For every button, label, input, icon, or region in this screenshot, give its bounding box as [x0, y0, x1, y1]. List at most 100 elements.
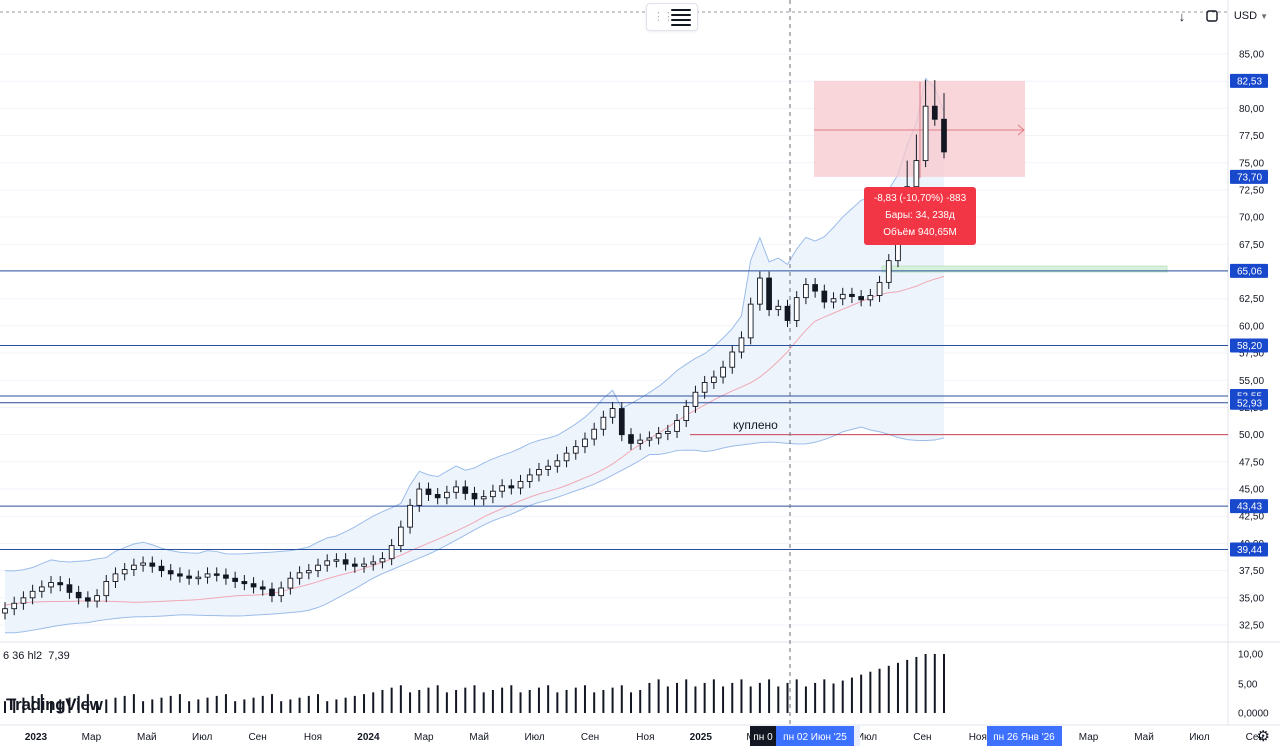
volume-bar — [59, 699, 62, 713]
candle-body — [29, 590, 36, 599]
zone-arrow — [1017, 124, 1025, 136]
time-tick-label: Июл — [1189, 732, 1209, 743]
volume-bar — [197, 699, 200, 713]
volume-bar — [648, 682, 651, 713]
volume-bar — [372, 692, 375, 713]
measure-tooltip: -8,83 (-10,70%) -883 Бары: 34, 238д Объё… — [864, 187, 976, 245]
price-tick-label: 42,50 — [1239, 512, 1264, 523]
candle-body — [48, 582, 54, 588]
time-tick-label: Сен — [1246, 732, 1264, 743]
volume-bar — [353, 695, 356, 713]
volume-bar — [344, 697, 347, 713]
price-tick-label: 77,50 — [1239, 131, 1264, 142]
volume-bar — [188, 701, 191, 713]
chevron-down-icon: ▼ — [1260, 11, 1268, 21]
band-upper-line — [4, 77, 945, 572]
candle-body — [416, 488, 423, 506]
volume-bar — [804, 686, 807, 713]
candle-body — [701, 382, 708, 393]
volume-bar — [832, 683, 835, 713]
candle-body — [85, 597, 91, 602]
time-tick-label: Сен — [581, 732, 599, 743]
time-tick-label: Ноя — [969, 732, 987, 743]
indicator-legend[interactable]: 6 36 hl2 7,39 — [3, 650, 70, 662]
volume-bar — [317, 694, 319, 713]
volume-bar — [4, 701, 6, 713]
price-tag — [1230, 263, 1268, 278]
candle-body — [637, 439, 644, 444]
currency-selector[interactable]: USD ▼ — [1230, 8, 1272, 24]
arrow-down-icon[interactable]: ↓ — [1178, 8, 1186, 24]
volume-bar — [473, 685, 476, 713]
drag-handle-icon[interactable]: ⋮⋮ — [653, 11, 674, 23]
volume-bar — [556, 692, 559, 713]
price-tick-label: 60,00 — [1239, 321, 1264, 332]
volume-bar — [519, 692, 522, 713]
price-tick-label: 35,00 — [1239, 593, 1264, 604]
price-tag-label: 65,06 — [1237, 266, 1262, 277]
volume-bar — [786, 682, 789, 713]
volume-bar — [224, 694, 227, 713]
volume-bar — [13, 699, 16, 713]
candle-body — [664, 430, 671, 435]
volume-bar — [676, 682, 679, 713]
floating-toolbar[interactable]: ⋮⋮ — [646, 3, 698, 31]
tradingview-logo: TradingView — [6, 695, 103, 714]
time-tick-label: Июл — [524, 732, 544, 743]
candle-body — [333, 559, 340, 562]
candle-body — [545, 465, 551, 470]
volume-bar — [206, 697, 209, 713]
volume-bar — [270, 694, 273, 713]
volume-bar — [261, 695, 264, 713]
menu-icon[interactable] — [671, 8, 691, 26]
range-end-tag — [987, 726, 1062, 746]
candle-body — [167, 570, 174, 575]
candle-body — [766, 277, 772, 311]
candle-body — [2, 608, 8, 614]
volume-bar — [132, 694, 135, 713]
price-tick-label: 32,50 — [1239, 621, 1264, 632]
price-tick-label: 47,50 — [1239, 457, 1264, 468]
candle-body — [812, 284, 818, 292]
currency-label: USD — [1233, 10, 1258, 22]
candle-body — [526, 474, 533, 482]
price-tag-label: 82,53 — [1237, 76, 1262, 87]
candle-body — [655, 433, 662, 439]
candle-body — [913, 160, 920, 188]
volume-bar — [823, 679, 826, 713]
time-tick-label: Ноя — [304, 732, 322, 743]
candle-body — [867, 295, 874, 301]
time-tick-label: Ноя — [636, 732, 654, 743]
price-tick-label: 85,00 — [1239, 50, 1264, 61]
candle-body — [462, 486, 469, 494]
candle-body — [821, 290, 828, 303]
time-tick-label: Июл — [857, 732, 877, 743]
volume-bar — [160, 697, 163, 713]
candle-body — [609, 408, 616, 418]
candle-body — [250, 583, 257, 588]
volume-bar — [307, 695, 310, 713]
volume-bar — [363, 694, 366, 713]
price-tick-label: 55,00 — [1239, 376, 1264, 387]
time-tick-label: 2023 — [25, 732, 48, 743]
volume-tick-label: 0,0000 — [1238, 709, 1269, 720]
price-tag-label: 39,44 — [1237, 545, 1262, 556]
volume-bar — [464, 687, 467, 713]
candle-body — [361, 563, 367, 567]
gear-icon[interactable]: ⚙ — [1256, 728, 1270, 745]
candle-body — [112, 573, 119, 582]
candle-body — [287, 577, 294, 589]
candle-body — [839, 293, 846, 300]
price-tick-label: 37,50 — [1239, 566, 1264, 577]
volume-bar — [528, 689, 531, 713]
volume-bar — [86, 694, 89, 713]
candle-body — [195, 576, 202, 580]
candle-body — [131, 564, 137, 570]
time-tick-label: 2025 — [690, 732, 713, 743]
indicator-name: 6 36 hl2 — [3, 650, 43, 662]
candle-body — [75, 591, 82, 599]
screenshot-icon[interactable] — [1200, 5, 1224, 27]
volume-bar — [482, 692, 485, 713]
annotation-bought[interactable]: куплено — [733, 418, 778, 432]
